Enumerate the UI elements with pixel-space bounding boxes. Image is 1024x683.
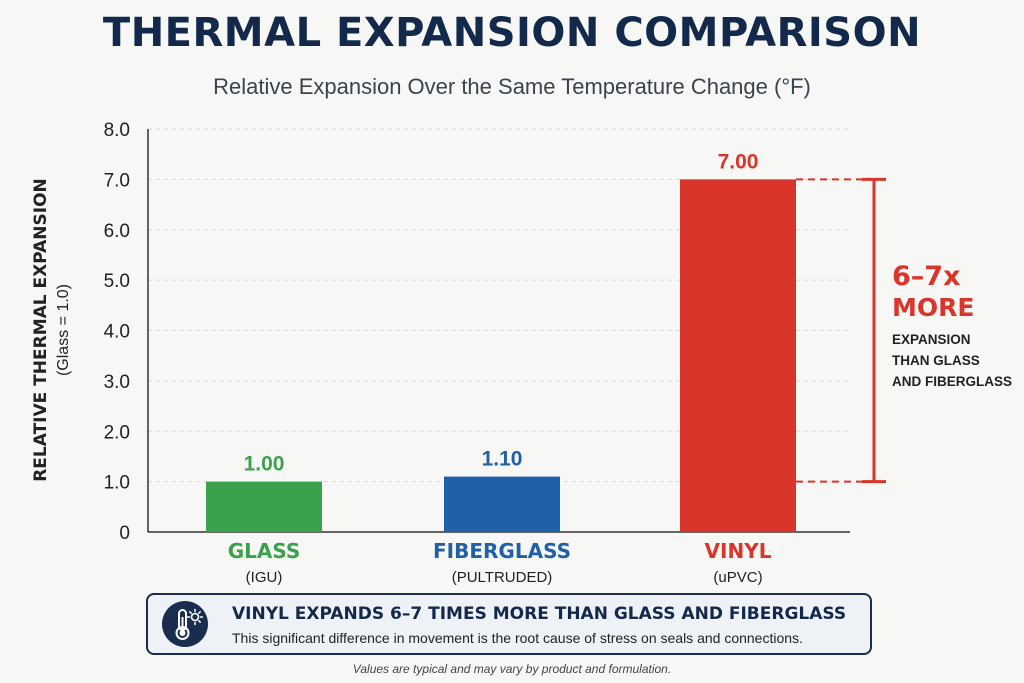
- bar-fiberglass: [444, 476, 560, 532]
- data-label: 1.10: [482, 448, 523, 471]
- chart-title: THERMAL EXPANSION COMPARISON: [102, 10, 922, 56]
- y-tick-label: 3.0: [104, 372, 130, 393]
- annotation-text: EXPANSION: [892, 332, 971, 347]
- y-tick-label: 8.0: [104, 120, 130, 141]
- y-tick-label: 0: [119, 523, 130, 544]
- x-tick-sublabel: (IGU): [246, 569, 283, 586]
- y-axis-subtitle: (Glass = 1.0): [55, 284, 72, 376]
- data-label: 7.00: [718, 150, 759, 173]
- annotation-headline-2: MORE: [892, 293, 974, 322]
- x-tick-label: GLASS: [228, 539, 301, 563]
- footnote: Values are typical and may vary by produ…: [352, 662, 672, 676]
- y-tick-label: 1.0: [104, 473, 130, 494]
- annotation-headline: 6–7x: [892, 261, 961, 292]
- bar-chart: 0 1.0 2.0 3.0 4.0 5.0 6.0 7.0 8.0 RELATIVE THERMA…: [31, 120, 1012, 586]
- annotation-text: AND FIBERGLASS: [892, 374, 1012, 389]
- y-tick-label: 4.0: [104, 322, 130, 343]
- bar-glass: [206, 481, 322, 532]
- y-tick-label: 6.0: [104, 221, 130, 242]
- y-axis-title: RELATIVE THERMAL EXPANSION: [31, 178, 51, 482]
- bar-vinyl: [680, 179, 796, 532]
- x-tick-sublabel: (uPVC): [713, 569, 762, 586]
- callout-headline: VINYL EXPANDS 6–7 TIMES MORE THAN GLASS …: [232, 604, 847, 624]
- y-tick-label: 5.0: [104, 271, 130, 292]
- y-tick-label: 2.0: [104, 422, 130, 443]
- callout-box: VINYL EXPANDS 6–7 TIMES MORE THAN GLASS …: [146, 593, 872, 655]
- thermometer-sun-icon: [162, 601, 208, 647]
- callout-body: This significant difference in movement …: [232, 630, 803, 646]
- x-tick-sublabel: (PULTRUDED): [452, 569, 553, 586]
- chart-subtitle: Relative Expansion Over the Same Tempera…: [213, 74, 811, 99]
- data-label: 1.00: [244, 453, 285, 476]
- annotation-text: THAN GLASS: [892, 353, 980, 368]
- x-tick-label: FIBERGLASS: [433, 539, 571, 563]
- y-tick-label: 7.0: [104, 170, 130, 191]
- x-tick-label: VINYL: [705, 539, 772, 563]
